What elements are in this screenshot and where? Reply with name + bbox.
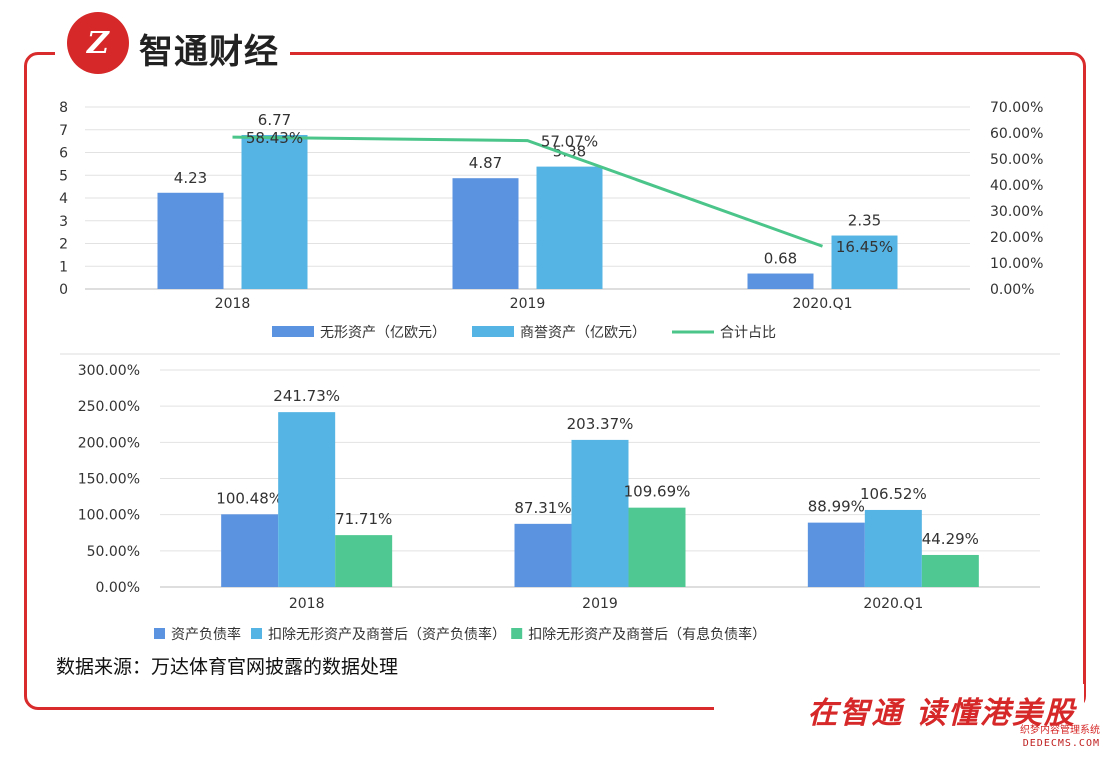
y-tick-label: 0 [59,282,68,298]
data-label: 4.87 [469,154,502,172]
brand-logo: Z 智通财经 [55,10,290,82]
data-label: 87.31% [514,499,571,517]
legend-swatch [511,628,523,639]
bar-debt-ratio [221,514,279,587]
bar-adjusted-debt-ratio [278,412,336,587]
slogan-box: 在智通 读懂港美股 [714,684,1084,744]
watermark-line-2: DEDECMS.COM [1022,738,1100,749]
y-tick-label: 2 [59,237,68,253]
data-label: 71.71% [335,510,392,528]
bar-intangible [452,178,519,289]
legend-label: 合计占比 [720,325,776,341]
y2-tick-label: 60.00% [990,126,1043,142]
x-tick-label: 2018 [215,296,251,312]
legend-label: 资产负债率 [171,626,241,643]
y2-tick-label: 20.00% [990,230,1043,246]
y-tick-label: 6 [59,146,68,162]
y-tick-label: 250.00% [78,399,140,415]
data-label: 0.68 [764,250,797,268]
legend-swatch [251,628,262,639]
x-tick-label: 2019 [582,596,618,612]
bar-intangible [747,273,814,289]
line-total-ratio [232,135,824,248]
legend-label: 商誉资产（亿欧元） [520,325,646,341]
data-label: 44.29% [922,530,979,548]
bar-goodwill [536,166,603,289]
bar-adjusted-interest-debt-ratio [921,554,979,587]
line-data-label: 58.43% [246,129,303,147]
watermark-line-1: 织梦内容管理系统 [1020,725,1100,736]
legend-label: 无形资产（亿欧元） [320,325,446,341]
y-tick-label: 150.00% [78,472,140,488]
line-data-label: 57.07% [541,133,598,151]
bar-debt-ratio [514,523,572,587]
bar-debt-ratio [807,522,865,587]
x-tick-label: 2020.Q1 [863,596,923,612]
y-tick-label: 8 [59,100,68,116]
y2-tick-label: 30.00% [990,204,1043,220]
y-tick-label: 5 [59,168,68,184]
y2-tick-label: 40.00% [990,178,1043,194]
y-tick-label: 200.00% [78,435,140,451]
y-tick-label: 300.00% [78,363,140,379]
x-tick-label: 2019 [510,296,546,312]
brand-name: 智通财经 [139,32,279,72]
data-label: 100.48% [216,489,283,507]
legend-swatch [154,628,165,639]
y2-tick-label: 70.00% [990,100,1043,116]
x-tick-label: 2018 [289,596,325,612]
bar-adjusted-interest-debt-ratio [628,507,686,587]
data-label: 106.52% [860,485,927,503]
y-tick-label: 7 [59,123,68,139]
bar-goodwill [241,134,308,289]
y2-tick-label: 50.00% [990,152,1043,168]
slogan-text: 在智通 读懂港美股 [807,696,1076,731]
y-tick-label: 100.00% [78,508,140,524]
data-label: 4.23 [174,169,207,187]
data-label: 203.37% [567,415,634,433]
y2-tick-label: 10.00% [990,256,1043,272]
x-tick-label: 2020.Q1 [792,296,852,312]
data-label: 6.77 [258,111,291,129]
y-tick-label: 0.00% [96,580,140,596]
bar-adjusted-interest-debt-ratio [335,535,393,587]
bar-adjusted-debt-ratio [864,509,922,587]
y2-tick-label: 0.00% [990,282,1034,298]
y-tick-label: 4 [59,191,68,207]
data-label: 241.73% [273,387,340,405]
data-label: 2.35 [848,212,881,230]
y-tick-label: 3 [59,214,68,230]
data-label: 5.38 [553,143,586,161]
logo-icon: Z [67,12,129,74]
y-tick-label: 1 [59,259,68,275]
bar-goodwill [831,235,898,289]
data-label: 109.69% [624,483,691,501]
legend-label: 扣除无形资产及商誉后（有息负债率） [528,626,766,643]
watermark: 织梦内容管理系统 DEDECMS.COM [1020,724,1100,750]
y-tick-label: 50.00% [87,544,140,560]
legend-swatch [472,326,514,337]
line-data-label: 16.45% [836,238,893,256]
data-label: 88.99% [808,498,865,516]
legend-label: 扣除无形资产及商誉后（资产负债率） [268,626,506,643]
red-frame [24,52,1086,710]
data-source-note: 数据来源：万达体育官网披露的数据处理 [56,656,399,678]
bar-intangible [157,192,224,289]
legend-swatch [272,326,314,337]
bar-adjusted-debt-ratio [571,439,629,587]
